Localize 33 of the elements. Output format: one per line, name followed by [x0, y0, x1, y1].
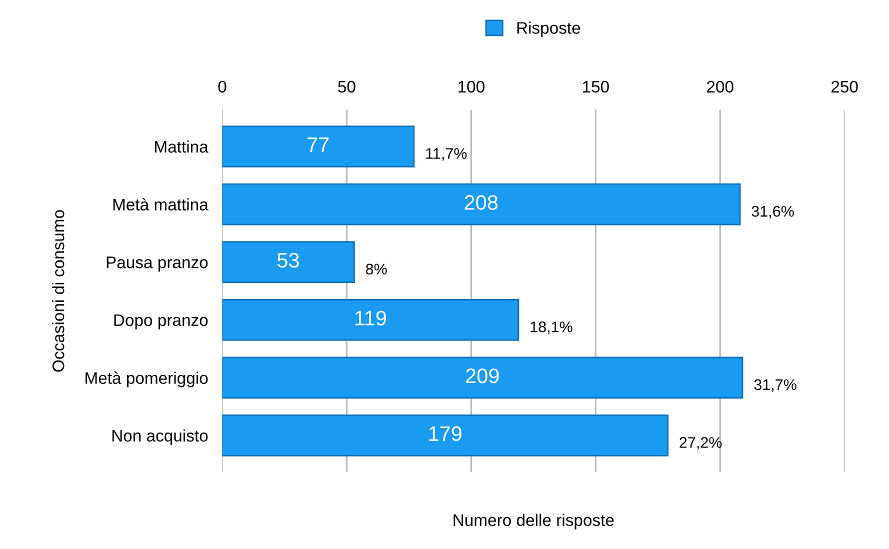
bar [222, 126, 415, 168]
data-label: 209 [466, 368, 499, 384]
annotation: 18,1% [530, 321, 572, 334]
bar [222, 241, 355, 283]
x-tick-label: 50 [338, 80, 356, 93]
annotation: 31,6% [752, 206, 794, 219]
y-axis-title: Occasioni di consumo [52, 210, 64, 372]
legend-label: Risposte [517, 22, 580, 38]
y-tick-label: Metà mattina [113, 198, 208, 210]
x-axis-title: Numero delle risposte [454, 514, 614, 530]
y-tick-label: Mattina [155, 140, 208, 153]
data-label: 208 [464, 195, 498, 210]
y-tick-label: Dopo pranzo [114, 314, 208, 330]
x-tick-label: 100 [458, 80, 484, 93]
y-tick-label: Metà pomeriggio [86, 372, 208, 388]
bar [222, 356, 744, 399]
x-tick-label: 150 [583, 80, 609, 93]
y-tick-label: Non acquisto [112, 429, 208, 445]
data-label: 53 [277, 252, 299, 268]
annotation: 27,2% [680, 437, 722, 450]
x-tick-label: 200 [707, 80, 734, 93]
data-label: 119 [355, 310, 386, 326]
bar [222, 183, 741, 226]
x-tick-label: 0 [218, 80, 226, 93]
bar [222, 414, 669, 456]
annotation: 8% [366, 264, 387, 275]
data-label: 179 [429, 426, 462, 442]
data-label: 77 [308, 138, 329, 152]
x-tick-label: 250 [831, 80, 858, 93]
bar [222, 298, 520, 341]
y-tick-label: Pausa pranzo [106, 256, 208, 272]
annotation: 31,7% [754, 379, 796, 392]
annotation: 11,7% [426, 148, 467, 161]
